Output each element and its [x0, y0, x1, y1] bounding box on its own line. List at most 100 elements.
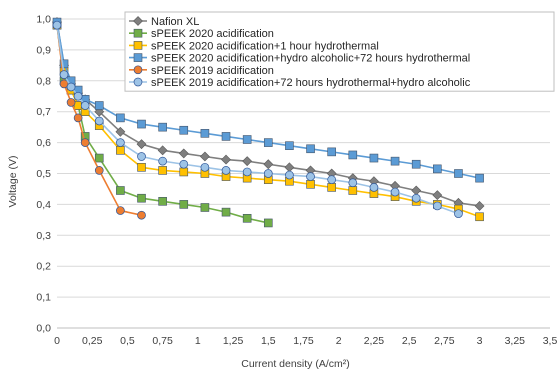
data-point — [390, 156, 400, 166]
y-tick-labels: 0,0 0,1 0,2 0,3 0,4 0,5 0,6 0,7 0,8 0,9 1,0 — [36, 14, 51, 335]
data-point — [348, 150, 358, 160]
x-tick-label: 1,25 — [223, 335, 244, 347]
legend-label: sPEEK 2019 acidification — [151, 65, 274, 77]
data-point — [454, 209, 463, 219]
series-4 — [52, 17, 484, 183]
data-point — [242, 167, 252, 177]
legend-label: sPEEK 2019 acidification+72 hours hydrot… — [151, 77, 471, 89]
data-point — [200, 129, 210, 138]
data-point — [432, 201, 442, 211]
data-point — [221, 166, 231, 175]
data-point — [411, 193, 421, 203]
data-point — [411, 185, 422, 196]
legend-marker — [133, 41, 143, 50]
data-point — [80, 101, 90, 110]
data-point — [411, 159, 421, 169]
y-tick-label: 1,0 — [36, 14, 51, 26]
data-point — [178, 148, 189, 159]
data-point — [158, 122, 167, 132]
x-tick-label: 2,5 — [402, 335, 417, 347]
y-axis-title: Voltage (V) — [7, 156, 19, 208]
data-point — [221, 154, 231, 165]
data-point — [73, 113, 83, 123]
data-point — [306, 172, 315, 181]
data-point — [263, 159, 274, 170]
data-point — [242, 156, 253, 167]
legend-marker — [133, 53, 143, 62]
x-tick-label: 2,75 — [434, 335, 455, 347]
series-6 — [52, 20, 463, 219]
data-point — [348, 186, 358, 195]
y-tick-label: 0,5 — [36, 168, 51, 180]
legend-item: sPEEK 2020 acidification+1 hour hydrothe… — [129, 40, 379, 52]
data-point — [116, 186, 125, 195]
y-tick-label: 0,4 — [36, 199, 51, 211]
y-tick-label: 0,3 — [36, 230, 51, 242]
x-tick-label: 3,5 — [543, 335, 558, 347]
data-point — [242, 214, 252, 223]
x-tick-label: 0,5 — [120, 335, 135, 347]
data-point — [306, 180, 315, 189]
legend-label: Nafion XL — [151, 16, 199, 28]
y-tick-label: 0,2 — [36, 261, 51, 273]
x-tick-label: 3,25 — [505, 335, 526, 347]
data-point — [80, 138, 90, 147]
data-point — [137, 152, 146, 161]
data-point — [116, 146, 125, 155]
legend-marker — [133, 28, 143, 38]
data-point — [136, 139, 147, 150]
data-point — [66, 82, 76, 92]
data-point — [369, 153, 379, 163]
data-point — [137, 193, 146, 203]
data-point — [137, 210, 146, 220]
data-point — [390, 187, 400, 197]
legend-item: sPEEK 2020 acidification — [129, 28, 274, 40]
data-point — [115, 126, 126, 137]
legend-marker — [133, 77, 143, 87]
data-point — [94, 153, 104, 163]
data-point — [263, 138, 273, 147]
data-point — [454, 169, 463, 178]
x-tick-label: 3 — [477, 335, 483, 347]
data-point — [158, 156, 167, 166]
x-tick-labels: 0 0,25 0,5 0,75 1 1,25 1,5 1,75 2 2,25 2,5 2,75 3 3,2… — [54, 335, 557, 347]
x-tick-label: 1 — [195, 335, 201, 347]
legend-label: sPEEK 2020 acidification+hydro alcoholic… — [151, 53, 470, 65]
legend-label: sPEEK 2020 acidification — [151, 28, 274, 40]
data-point — [179, 125, 189, 135]
legend-item: sPEEK 2019 acidification+72 hours hydrot… — [129, 77, 471, 89]
y-tick-label: 0,8 — [36, 75, 51, 87]
data-point — [200, 162, 210, 172]
data-point — [285, 170, 294, 180]
y-tick-label: 0,0 — [36, 323, 51, 335]
legend-item: sPEEK 2019 acidification — [129, 65, 274, 77]
data-point — [306, 144, 315, 154]
data-point — [94, 166, 104, 175]
data-point — [59, 59, 69, 69]
y-tick-label: 0,7 — [36, 106, 51, 118]
data-point — [199, 151, 210, 162]
legend-marker — [133, 16, 143, 26]
data-point — [52, 20, 62, 30]
data-point — [369, 183, 379, 192]
x-tick-label: 0,25 — [82, 335, 103, 347]
data-point — [263, 169, 273, 178]
series-5 — [52, 20, 146, 220]
x-axis-title: Current density (A/cm²) — [241, 358, 350, 369]
legend-item: Nafion XL — [129, 16, 199, 28]
data-point — [327, 175, 337, 185]
x-tick-label: 1,5 — [261, 335, 276, 347]
data-point — [59, 70, 69, 79]
x-tick-label: 2 — [336, 335, 342, 347]
data-point — [432, 190, 443, 201]
y-tick-label: 0,6 — [36, 137, 51, 149]
x-tick-label: 0,75 — [152, 335, 173, 347]
data-point — [474, 201, 485, 211]
data-point — [137, 163, 146, 172]
data-point — [475, 173, 484, 183]
legend-marker — [133, 65, 143, 75]
data-point — [285, 141, 294, 150]
data-point — [433, 164, 442, 174]
data-point — [179, 200, 189, 209]
